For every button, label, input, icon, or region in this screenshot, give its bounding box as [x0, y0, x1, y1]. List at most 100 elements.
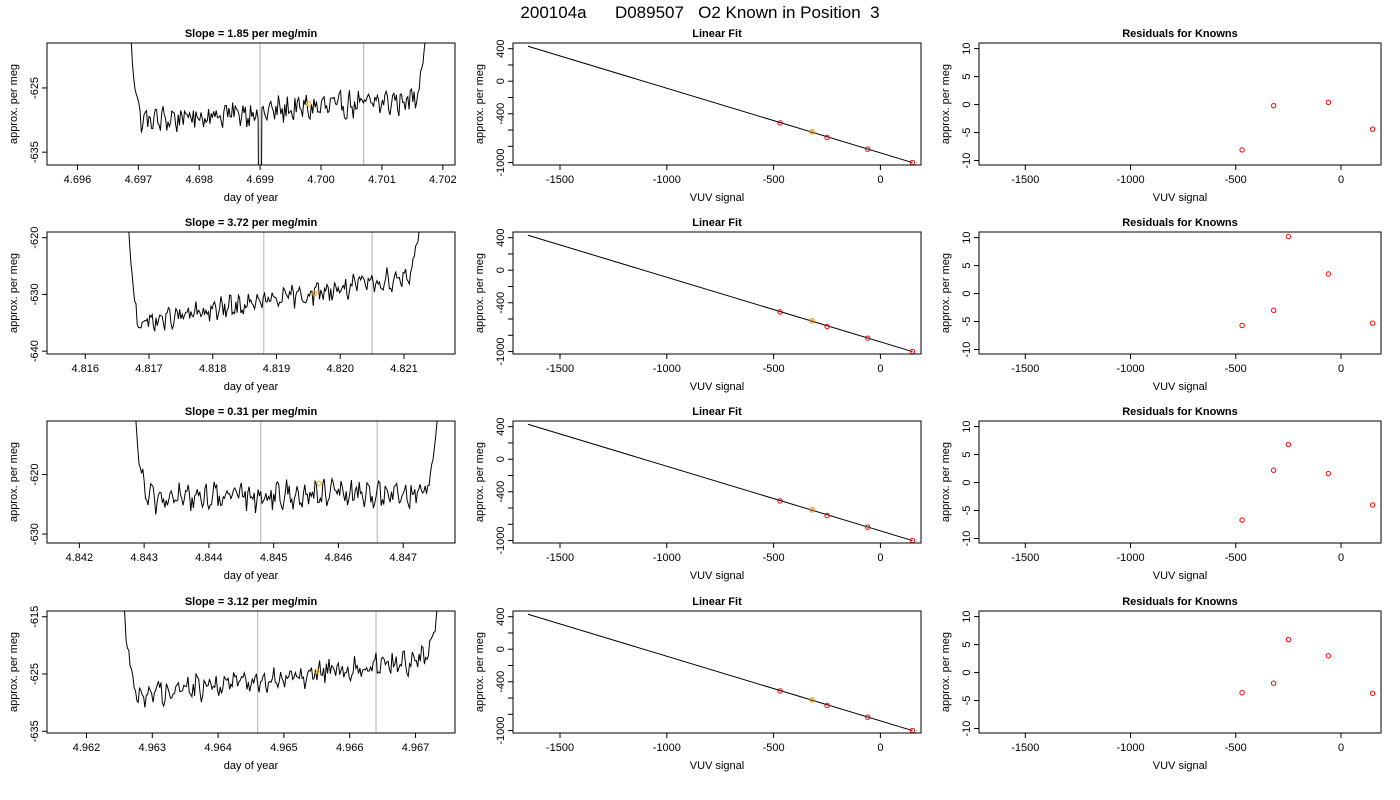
- plot-r2c3-point: [1239, 322, 1245, 329]
- plot-r4c2-ylabel: approx. per meg: [474, 632, 486, 712]
- plot-r1c3-point: [1239, 147, 1245, 153]
- plot-r1c1-xtick-label: 4.699: [246, 174, 274, 186]
- plot-r4c1-title: Slope = 3.12 per meg/min: [185, 596, 318, 608]
- plot-r1c2-point: [824, 134, 830, 141]
- plot-r3c2-xtick-label: -1000: [653, 552, 681, 564]
- plot-r2c2-point: [864, 335, 871, 341]
- plot-r3c3-frame: [978, 420, 1382, 544]
- plot-r2c1-xtick-label: 4.818: [199, 363, 227, 375]
- plot-r3c3: Residuals for Knowns -1500 -1000 -500 0 -10 -5…: [940, 406, 1382, 582]
- plot-r1c1-xtick-label: 4.698: [185, 174, 213, 186]
- plot-r3c3-point: [1325, 470, 1332, 477]
- plot-r1c3-point: [1369, 126, 1376, 132]
- plot-r4c2: Linear Fit -1500 -1000 -500 0 -1000 -400 0 400 VU…: [474, 596, 922, 772]
- plot-r1c1-xlabel: day of year: [224, 192, 279, 204]
- plot-r1c1-ytick-label: -635: [29, 141, 41, 163]
- plot-r1c3-xtick-label: -1500: [1011, 174, 1039, 186]
- plot-r1c2-xtick-label: -500: [763, 174, 785, 186]
- plot-r4c3-frame: [978, 610, 1382, 734]
- plot-r3c3-title: Residuals for Knowns: [1122, 406, 1238, 418]
- plot-r3c1-trace: [135, 421, 438, 515]
- plot-r3c3-ytick-label: -5: [961, 506, 973, 516]
- plot-r2c3-ytick-label: -10: [961, 342, 973, 358]
- plot-r2c3-xtick-label: -500: [1225, 363, 1247, 375]
- plot-r3c1-xtick-label: 4.847: [389, 552, 417, 564]
- plot-r3c3-xtick-label: -1500: [1011, 552, 1039, 564]
- plot-r1c2-ytick-label: 400: [495, 40, 507, 58]
- plot-r4c2-xtick-label: 0: [877, 742, 883, 754]
- plot-r2c1-frame: [46, 231, 456, 355]
- plot-r1c3-ytick-label: 0: [961, 101, 973, 107]
- plot-r4c2-point: [777, 688, 783, 694]
- plot-r4c1-ytick-label: -615: [29, 606, 41, 628]
- plot-r2c2-point: [824, 323, 830, 330]
- plot-r1c1-plot-area: [130, 43, 426, 165]
- plot-r4c3-point: [1369, 690, 1376, 696]
- plot-r2c2: Linear Fit -1500 -1000 -500 0 -1000 -400 0 400 VU…: [474, 217, 922, 393]
- plot-r1c2-frame: [512, 42, 922, 166]
- plot-r3c2-xlabel: VUV signal: [690, 570, 744, 582]
- plot-r4c3-ytick-label: -5: [961, 696, 973, 706]
- plot-r4c2-xlabel: VUV signal: [690, 760, 744, 772]
- plot-r3c2: Linear Fit -1500 -1000 -500 0 -1000 -400 0 400 VU…: [474, 406, 922, 582]
- plot-r1c3: Residuals for Knowns -1500 -1000 -500 0 -10 -5…: [940, 28, 1382, 204]
- plot-r4c1-ytick-label: -635: [29, 720, 41, 742]
- plot-r4c3-ytick-label: 5: [961, 642, 973, 648]
- plot-r3c1-plot-area: [135, 421, 438, 543]
- plot-r1c2-ytick-label: -1000: [495, 148, 507, 176]
- plot-r3c1-frame: [46, 420, 456, 544]
- plot-r1c3-xtick-label: -500: [1225, 174, 1247, 186]
- plot-r4c3-xtick-label: 0: [1338, 742, 1344, 754]
- plot-r3c3-ytick-label: 10: [961, 420, 973, 432]
- plot-r3c1-ylabel: approx. per meg: [8, 442, 20, 522]
- plot-r2c3-point: [1325, 271, 1332, 277]
- plot-r3c2-ylabel: approx. per meg: [474, 442, 486, 522]
- plot-r4c3-point: [1285, 636, 1292, 643]
- plot-r2c3: Residuals for Knowns -1500 -1000 -500 0 -10 -5…: [940, 217, 1382, 393]
- plot-r2c2-xtick-label: -1000: [653, 363, 681, 375]
- plot-r1c1-xtick-label: 4.702: [429, 174, 457, 186]
- plot-r4c2-ytick-label: -400: [495, 671, 507, 693]
- plot-r3c3-point: [1369, 502, 1376, 508]
- plot-r4c3-ylabel: approx. per meg: [940, 632, 952, 712]
- plot-r3c3-point: [1270, 467, 1277, 473]
- plot-r3c2-point: [777, 498, 783, 504]
- plot-r4c3-xtick-label: -1500: [1011, 742, 1039, 754]
- plot-r1c3-xtick-label: -1000: [1116, 174, 1144, 186]
- plot-r4c2-ytick-label: 400: [495, 608, 507, 626]
- plot-r1c3-point: [1270, 102, 1277, 109]
- plot-r1c2-ytick-label: -400: [495, 103, 507, 125]
- plot-r1c3-point: [1325, 99, 1332, 106]
- plot-r4c1-xtick-label: 4.965: [270, 742, 298, 754]
- plot-r4c2-highlight-point: [809, 697, 815, 703]
- plot-r2c2-ytick-label: 0: [495, 267, 507, 273]
- plot-r3c1-ytick-label: -620: [29, 464, 41, 486]
- plot-r1c2-xtick-label: 0: [877, 174, 883, 186]
- plot-r2c1-ytick-label: -620: [29, 227, 41, 249]
- plot-r2c3-xtick-label: 0: [1338, 363, 1344, 375]
- plot-r2c2-ytick-label: 400: [495, 229, 507, 247]
- plot-r4c1-trace: [123, 611, 438, 708]
- plot-r1c1-mean-point: [306, 101, 312, 107]
- plot-r2c1-xtick-label: 4.820: [326, 363, 354, 375]
- plot-r1c2-ytick-label: 0: [495, 78, 507, 84]
- plot-r3c3-xtick-label: 0: [1338, 552, 1344, 564]
- plot-r3c1-xlabel: day of year: [224, 570, 279, 582]
- plot-r2c2-plot-area: [527, 234, 916, 354]
- plot-r1c1-ylabel: approx. per meg: [8, 64, 20, 144]
- plot-r3c2-title: Linear Fit: [692, 406, 742, 418]
- plot-r4c1-xtick-label: 4.967: [402, 742, 430, 754]
- plot-r2c1-xlabel: day of year: [224, 381, 279, 393]
- plot-r1c1: Slope = 1.85 per meg/min 4.696 4.697 4.698 4…: [8, 28, 457, 204]
- plot-r2c1-xtick-label: 4.819: [263, 363, 291, 375]
- plot-r1c1-xtick-label: 4.700: [307, 174, 335, 186]
- plot-r1c2-fit-line: [527, 45, 913, 164]
- plot-r3c3-ytick-label: -10: [961, 531, 973, 547]
- plot-r2c1-xtick-label: 4.816: [71, 363, 99, 375]
- plot-r2c1: Slope = 3.72 per meg/min 4.816 4.817 4.818 4…: [8, 217, 456, 393]
- plot-r3c1-title: Slope = 0.31 per meg/min: [185, 406, 318, 418]
- plot-r3c2-point: [864, 524, 871, 530]
- plot-r3c3-point: [1285, 441, 1292, 448]
